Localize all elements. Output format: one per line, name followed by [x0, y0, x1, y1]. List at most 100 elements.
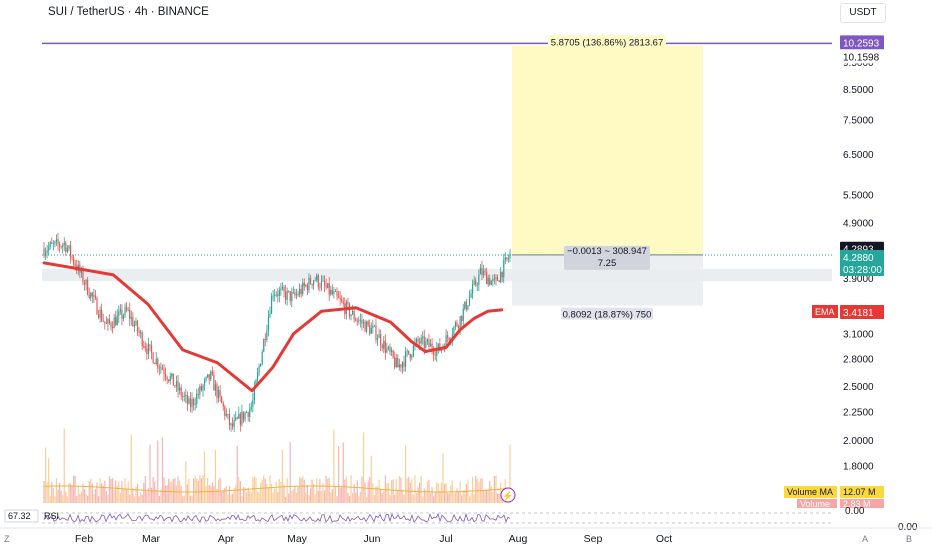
candle-body: [55, 239, 58, 242]
volume-bar: [71, 485, 73, 503]
volume-bar: [150, 487, 153, 503]
volume-ma-line: [43, 485, 507, 493]
ema-value-tag: 3.4181: [843, 308, 874, 319]
volume-bar: [375, 486, 377, 503]
volume-bar: [292, 488, 294, 503]
price-axis[interactable]: 9.5000 8.5000 7.5000 6.5000 5.5000 4.9000 3.90…: [784, 35, 918, 533]
volume-bar: [174, 477, 176, 503]
candle-body: [135, 321, 137, 325]
volume-ma-tag-bg: [784, 486, 837, 498]
volume-bar: [490, 486, 492, 503]
volume-bar: [147, 487, 150, 503]
volume-bar: [281, 449, 284, 503]
currency-button[interactable]: USDT: [840, 3, 886, 23]
candle-body: [358, 320, 360, 322]
candle-body: [495, 277, 497, 279]
volume-bar: [457, 492, 460, 503]
candle-body: [313, 280, 315, 286]
volume-bar: [169, 481, 171, 503]
candle-body: [163, 369, 165, 375]
position-tool-labels[interactable]: 5.8705 (136.86%) 2813.67 −0.0013 ~ 308.94…: [500, 35, 666, 503]
candle-body: [461, 316, 463, 321]
candle-body: [337, 295, 340, 298]
candle-body: [272, 295, 274, 297]
candle-body: [154, 363, 156, 365]
volume-bar: [443, 483, 446, 503]
volume-ma-value-bg: [840, 486, 884, 498]
candle-body: [394, 357, 396, 368]
candle-body: [241, 411, 243, 425]
candle-body: [333, 291, 335, 295]
candle-body: [375, 325, 377, 340]
time-tick-label: Apr: [218, 533, 235, 545]
volume-bar: [266, 483, 268, 503]
candle-body: [174, 385, 176, 387]
candle-body: [319, 287, 321, 288]
volume-bar: [144, 476, 146, 503]
volume-bar: [79, 494, 81, 503]
candle-body: [308, 277, 310, 291]
volume-bar: [325, 475, 327, 503]
volume-bar: [85, 493, 87, 503]
volume-bar: [208, 484, 210, 503]
volume-bar: [448, 493, 450, 503]
candle-body: [253, 386, 256, 400]
auto-scale-button[interactable]: A: [862, 534, 869, 544]
candle-body: [419, 341, 421, 344]
volume-bar: [239, 481, 241, 503]
volume-bar: [433, 496, 435, 503]
candle-body: [244, 412, 246, 420]
candle-body: [225, 414, 227, 416]
volume-bar: [398, 476, 400, 503]
candle-body: [289, 291, 291, 301]
candle-body: [230, 423, 232, 426]
volume-bar: [48, 458, 50, 503]
candle-body: [94, 295, 97, 299]
price-tick-label: 6.5000: [843, 150, 874, 161]
volume-bar: [68, 483, 70, 503]
volume-bar: [289, 441, 291, 503]
candle-body: [484, 270, 486, 272]
volume-value-bg: [840, 499, 884, 508]
candle-body: [470, 293, 472, 298]
volume-bar: [431, 487, 433, 503]
volume-bar: [200, 478, 203, 503]
volume-bar: [462, 490, 464, 503]
log-scale-button[interactable]: B: [906, 534, 913, 544]
candle-body: [118, 311, 120, 316]
volume-bar: [280, 481, 282, 503]
volume-bar: [110, 478, 112, 503]
volume-bar: [246, 492, 248, 503]
candle-body: [52, 243, 54, 245]
entry-label-bg: [564, 245, 650, 270]
candle-body: [164, 374, 167, 378]
volume-ma-value: 12.07 M: [843, 487, 876, 497]
candle-body: [295, 294, 298, 296]
candle-body: [191, 399, 193, 408]
symbol-title[interactable]: SUI / TetherUS · 4h · BINANCE: [48, 6, 209, 18]
candle-body: [85, 279, 87, 285]
volume-bar: [362, 432, 365, 503]
countdown-timer: 03:28:00: [843, 265, 882, 276]
volume-bar: [429, 493, 432, 503]
candle-body: [306, 284, 308, 291]
candle-body: [412, 345, 414, 356]
candle-body: [400, 364, 402, 368]
time-axis[interactable]: Feb Mar Apr May Jun Jul Aug Sep Oct: [0, 527, 932, 545]
price-tick-label: 4.9000: [843, 219, 874, 230]
candle-body: [186, 395, 188, 404]
volume-bar: [44, 447, 47, 503]
volume-bar: [87, 495, 89, 503]
candle-body: [380, 334, 382, 346]
candle-body: [188, 398, 190, 404]
volume-bar: [202, 475, 204, 503]
candle-body: [217, 390, 220, 399]
volume-bar: [300, 478, 302, 503]
volume-bar: [328, 477, 330, 503]
candle-body: [411, 355, 413, 358]
candle-body: [392, 350, 394, 358]
position-zones: [42, 42, 832, 306]
volume-bar: [417, 487, 419, 503]
volume-bar: [464, 489, 466, 503]
